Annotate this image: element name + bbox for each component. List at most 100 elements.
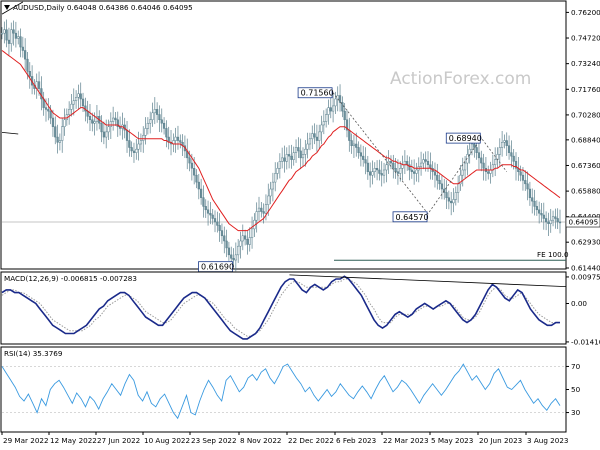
candle (408, 156, 411, 181)
candle (285, 147, 288, 170)
candle-body (68, 109, 71, 115)
candle-body (306, 143, 309, 150)
candle (142, 126, 145, 153)
candle-body (477, 152, 481, 159)
candle (267, 183, 270, 216)
candle-body (241, 235, 244, 242)
candle (482, 153, 485, 181)
candle-body (454, 192, 457, 200)
trend-line-top-left (1, 1, 24, 15)
candle (329, 97, 332, 119)
candle (304, 140, 307, 167)
candle-body (505, 140, 508, 146)
candle-body (424, 159, 427, 162)
price-annotation: 0.64570 (392, 211, 429, 223)
candle-body (406, 161, 409, 166)
trend-line-left (1, 132, 19, 135)
candle-body (482, 162, 485, 169)
candle-body (510, 152, 513, 157)
candle (162, 117, 166, 135)
candle (74, 90, 78, 109)
candle-body (350, 140, 353, 146)
candle-body (494, 159, 497, 166)
candle (519, 165, 522, 182)
candle (413, 159, 416, 185)
candle-body (519, 171, 522, 176)
candle (51, 109, 55, 137)
candle (318, 124, 321, 149)
candle (297, 137, 300, 159)
candle-body (156, 109, 159, 115)
candle-body (443, 188, 446, 193)
candle-body (193, 168, 196, 176)
candle-body (114, 117, 117, 121)
candle (21, 36, 24, 58)
candle (454, 186, 457, 206)
candle (223, 226, 226, 254)
candle-body (396, 171, 400, 174)
price-tick-label: 0.68840 (571, 135, 600, 144)
candle-body (276, 168, 279, 174)
candle-body (271, 181, 275, 190)
candle (68, 101, 71, 125)
candle (558, 209, 562, 234)
candle-body (14, 32, 18, 39)
candle (477, 140, 481, 170)
candle-body (81, 98, 85, 107)
candle-body (378, 169, 381, 174)
candle-body (135, 148, 138, 153)
candle (81, 92, 85, 112)
candle (56, 124, 59, 154)
candle-body (264, 204, 268, 214)
candle-body (369, 171, 372, 176)
candle-body (304, 148, 307, 155)
candle (234, 242, 237, 272)
candle-body (220, 230, 224, 237)
macd-title: MACD(12,26,9) -0.006815 -0.007283 (4, 274, 137, 283)
candle-body (58, 140, 61, 143)
candle (452, 188, 455, 213)
candle (306, 132, 309, 159)
candle-body (447, 197, 450, 202)
candle (243, 229, 247, 246)
candle-body (528, 188, 532, 198)
candle-body (26, 58, 29, 72)
candle (556, 208, 559, 230)
x-tick-label: 12 May 2022 (50, 436, 97, 445)
candle (195, 169, 198, 189)
x-tick-label: 5 May 2023 (431, 436, 473, 445)
candle-body (294, 147, 298, 153)
candle-body (72, 100, 75, 105)
candle (287, 145, 291, 169)
candle (357, 141, 360, 159)
candle-body (137, 143, 140, 150)
annotation-box (297, 87, 333, 99)
candle-body (105, 131, 108, 138)
candle-body (308, 138, 312, 145)
candle (290, 144, 293, 169)
candle (174, 127, 177, 153)
svg-text:AUDUSD,Daily 0.64048 0.64386 0: AUDUSD,Daily 0.64048 0.64386 0.64046 0.6… (13, 3, 193, 12)
candle (107, 119, 110, 141)
candle (531, 188, 534, 214)
candle-body (426, 161, 430, 166)
candle-body (450, 200, 453, 204)
candle-body (267, 195, 270, 205)
candle-body (130, 147, 133, 152)
candle-body (549, 219, 552, 224)
candle (58, 133, 61, 151)
candle-body (260, 207, 263, 212)
candle (130, 141, 133, 157)
candle (114, 111, 117, 126)
x-tick-label: 20 Jun 2023 (479, 436, 522, 445)
candle-body (475, 147, 478, 153)
candle-body (526, 183, 529, 190)
candle-body (139, 140, 143, 145)
candle (269, 181, 272, 205)
candle-body (237, 245, 240, 256)
candle (292, 146, 295, 166)
candle-body (392, 162, 395, 169)
candle (371, 160, 374, 185)
candle-body (211, 214, 214, 219)
candle-body (463, 162, 467, 171)
